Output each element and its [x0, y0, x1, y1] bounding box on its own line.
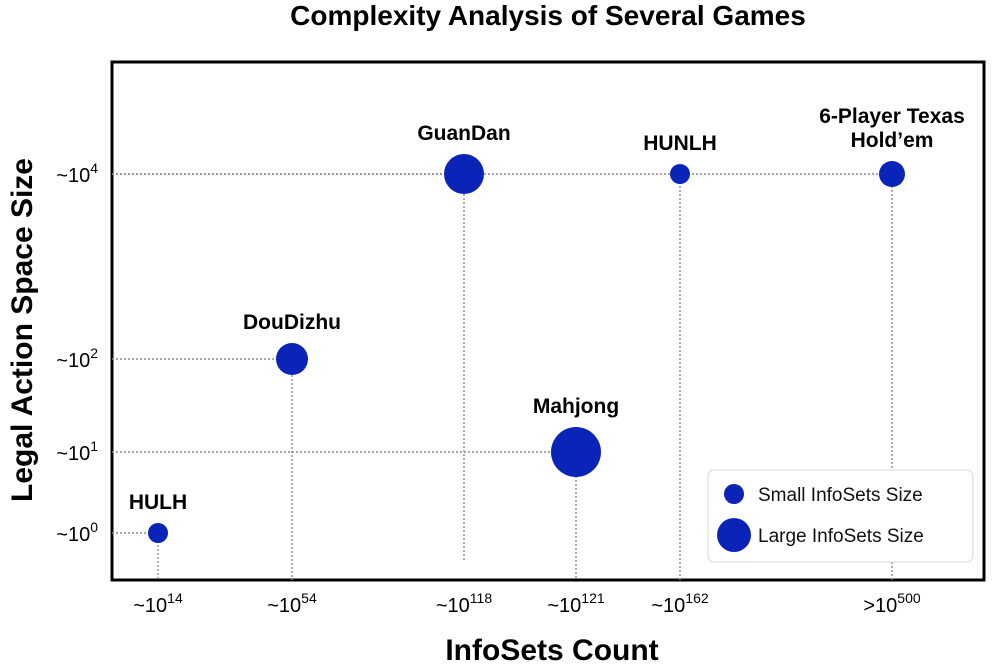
data-point	[276, 343, 308, 375]
legend-label: Large InfoSets Size	[758, 526, 924, 547]
data-point	[148, 523, 168, 543]
x-tick-label-exponent: 500	[897, 590, 921, 606]
x-tick-label-exponent: 14	[167, 590, 183, 606]
x-tick-label-base: ~10	[436, 595, 470, 617]
data-points	[148, 154, 905, 543]
y-tick-label: ~101	[56, 438, 98, 465]
x-tick-label: ~1054	[267, 590, 317, 617]
point-label: HULH	[129, 491, 187, 514]
point-label: 6-Player Texas	[819, 105, 965, 128]
x-tick-label-base: ~10	[267, 595, 301, 617]
x-tick-label-base: ~10	[133, 595, 167, 617]
y-tick-label-base: ~10	[56, 165, 90, 187]
legend: Small InfoSets Size Large InfoSets Size	[707, 469, 974, 563]
guide-lines	[112, 173, 893, 580]
data-point	[444, 154, 484, 194]
point-label: GuanDan	[417, 122, 510, 145]
point-labels: HULH DouDizhu GuanDan Mahjong HUNLH 6-Player …	[129, 105, 965, 514]
x-tick-labels: ~1014 ~1054 ~10118 ~10121 ~10162 >10500	[133, 590, 921, 617]
x-tick-label: ~10162	[651, 590, 709, 617]
x-tick-label-exponent: 118	[470, 590, 493, 606]
y-tick-label-base: ~10	[56, 443, 90, 465]
legend-box	[707, 469, 974, 563]
y-tick-labels: ~100~101~102~104	[56, 160, 98, 546]
x-tick-label-base: >10	[863, 595, 897, 617]
x-axis-label: InfoSets Count	[445, 634, 658, 667]
x-tick-label: ~10118	[436, 590, 492, 617]
point-label: Mahjong	[533, 395, 619, 418]
y-tick-label: ~100	[56, 519, 98, 546]
y-tick-label: ~104	[56, 160, 98, 187]
plot-frame	[110, 60, 986, 582]
x-tick-label-exponent: 54	[301, 590, 317, 606]
y-tick-label-exponent: 4	[90, 160, 98, 176]
x-tick-label-base: ~10	[547, 595, 581, 617]
x-tick-label-exponent: 121	[581, 590, 605, 606]
data-point	[551, 427, 601, 477]
legend-marker	[724, 484, 744, 504]
x-tick-label: ~10121	[547, 590, 605, 617]
x-tick-label: >10500	[863, 590, 921, 617]
y-tick-label-exponent: 1	[90, 438, 98, 454]
legend-label: Small InfoSets Size	[758, 485, 923, 506]
y-tick-label: ~102	[56, 345, 98, 372]
data-point	[670, 164, 690, 184]
point-label: Hold’em	[851, 129, 934, 152]
legend-marker	[717, 518, 751, 552]
point-label: DouDizhu	[243, 311, 341, 334]
y-tick-label-exponent: 2	[90, 345, 98, 361]
x-tick-label-exponent: 162	[685, 590, 709, 606]
y-tick-label-base: ~10	[56, 350, 90, 372]
chart-title: Complexity Analysis of Several Games	[290, 0, 806, 31]
y-tick-label-base: ~10	[56, 524, 90, 546]
y-axis-label: Legal Action Space Size	[6, 158, 39, 502]
y-tick-label-exponent: 0	[90, 519, 98, 535]
x-tick-label: ~1014	[133, 590, 183, 617]
data-point	[879, 161, 905, 187]
x-tick-label-base: ~10	[651, 595, 685, 617]
point-label: HUNLH	[643, 132, 717, 155]
